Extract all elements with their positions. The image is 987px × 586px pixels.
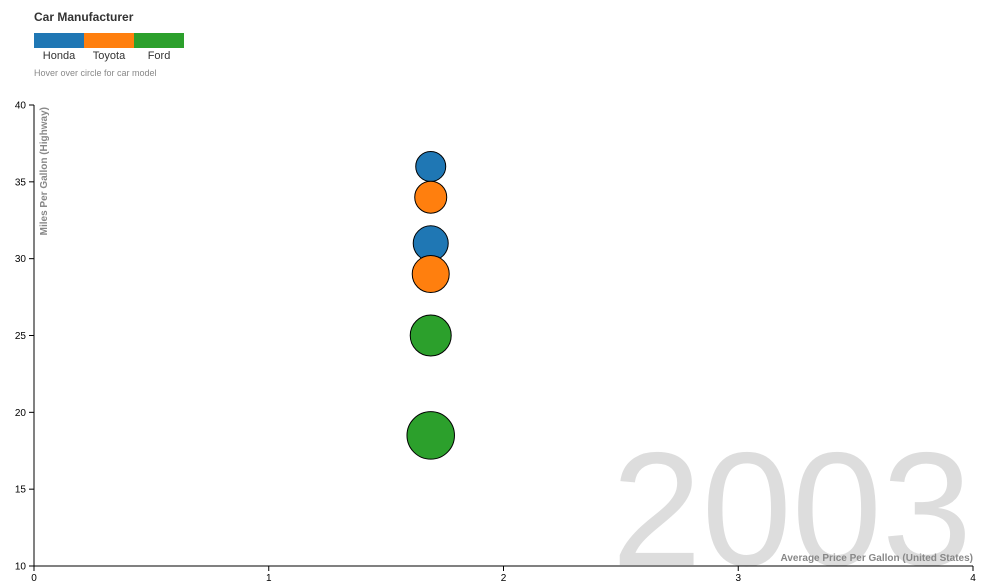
- y-tick-label: 10: [15, 562, 27, 573]
- data-point-toyota: [411, 255, 450, 294]
- legend-swatch-ford: [134, 33, 184, 48]
- year-label: 2003: [612, 419, 972, 586]
- data-point-honda: [415, 150, 447, 182]
- x-tick-label: 4: [970, 573, 976, 584]
- legend: Car Manufacturer Honda Toyota Ford Hover…: [34, 10, 184, 78]
- data-points: [406, 150, 455, 460]
- legend-swatches: Honda Toyota Ford: [34, 33, 184, 62]
- legend-item-honda: Honda: [34, 33, 84, 62]
- data-point-ford: [406, 411, 455, 460]
- y-tick-label: 30: [15, 254, 27, 265]
- x-tick-label: 1: [266, 573, 272, 584]
- x-axis-title: Average Price Per Gallon (United States): [781, 553, 973, 564]
- x-tick-label: 0: [31, 573, 37, 584]
- axes: 10 15 20 25 30 35 40 0 1 2 3 4: [15, 101, 976, 585]
- y-tick-label: 40: [15, 101, 27, 112]
- legend-hint: Hover over circle for car model: [34, 68, 157, 78]
- data-point-ford: [409, 314, 452, 357]
- x-tick-label: 3: [735, 573, 741, 584]
- y-tick-label: 25: [15, 331, 27, 342]
- legend-label-ford: Ford: [147, 50, 171, 62]
- legend-label-toyota: Toyota: [92, 50, 126, 62]
- y-tick-label: 20: [15, 408, 27, 419]
- data-point-toyota: [414, 180, 448, 214]
- y-tick-label: 35: [15, 177, 27, 188]
- y-axis-title: Miles Per Gallon (Highway): [39, 107, 50, 235]
- y-tick-label: 15: [15, 485, 27, 496]
- legend-swatch-toyota: [84, 33, 134, 48]
- legend-item-ford: Ford: [134, 33, 184, 62]
- legend-title: Car Manufacturer: [34, 10, 134, 24]
- legend-label-honda: Honda: [42, 50, 76, 62]
- x-tick-label: 2: [501, 573, 507, 584]
- legend-item-toyota: Toyota: [84, 33, 134, 62]
- legend-swatch-honda: [34, 33, 84, 48]
